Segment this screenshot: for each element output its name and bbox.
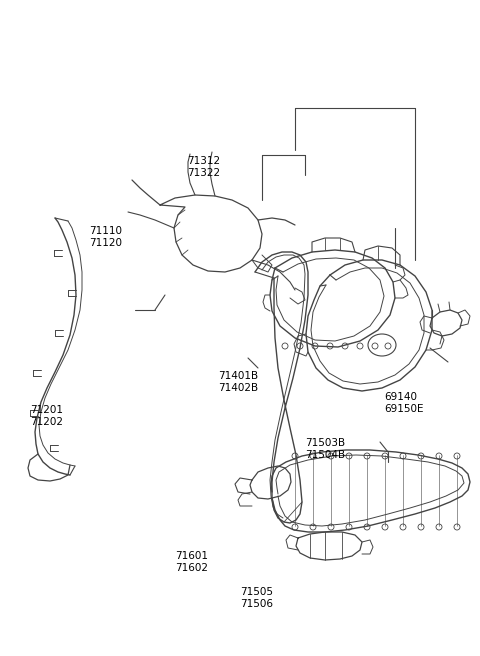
Text: 71401B
71402B: 71401B 71402B bbox=[218, 371, 259, 393]
Text: 71503B
71504B: 71503B 71504B bbox=[305, 438, 345, 461]
Text: 71505
71506: 71505 71506 bbox=[240, 587, 273, 609]
Text: 71201
71202: 71201 71202 bbox=[30, 405, 63, 428]
Text: 71312
71322: 71312 71322 bbox=[187, 156, 220, 178]
Text: 69140
69150E: 69140 69150E bbox=[384, 392, 423, 415]
Text: 71110
71120: 71110 71120 bbox=[89, 226, 122, 249]
Text: 71601
71602: 71601 71602 bbox=[175, 551, 208, 573]
